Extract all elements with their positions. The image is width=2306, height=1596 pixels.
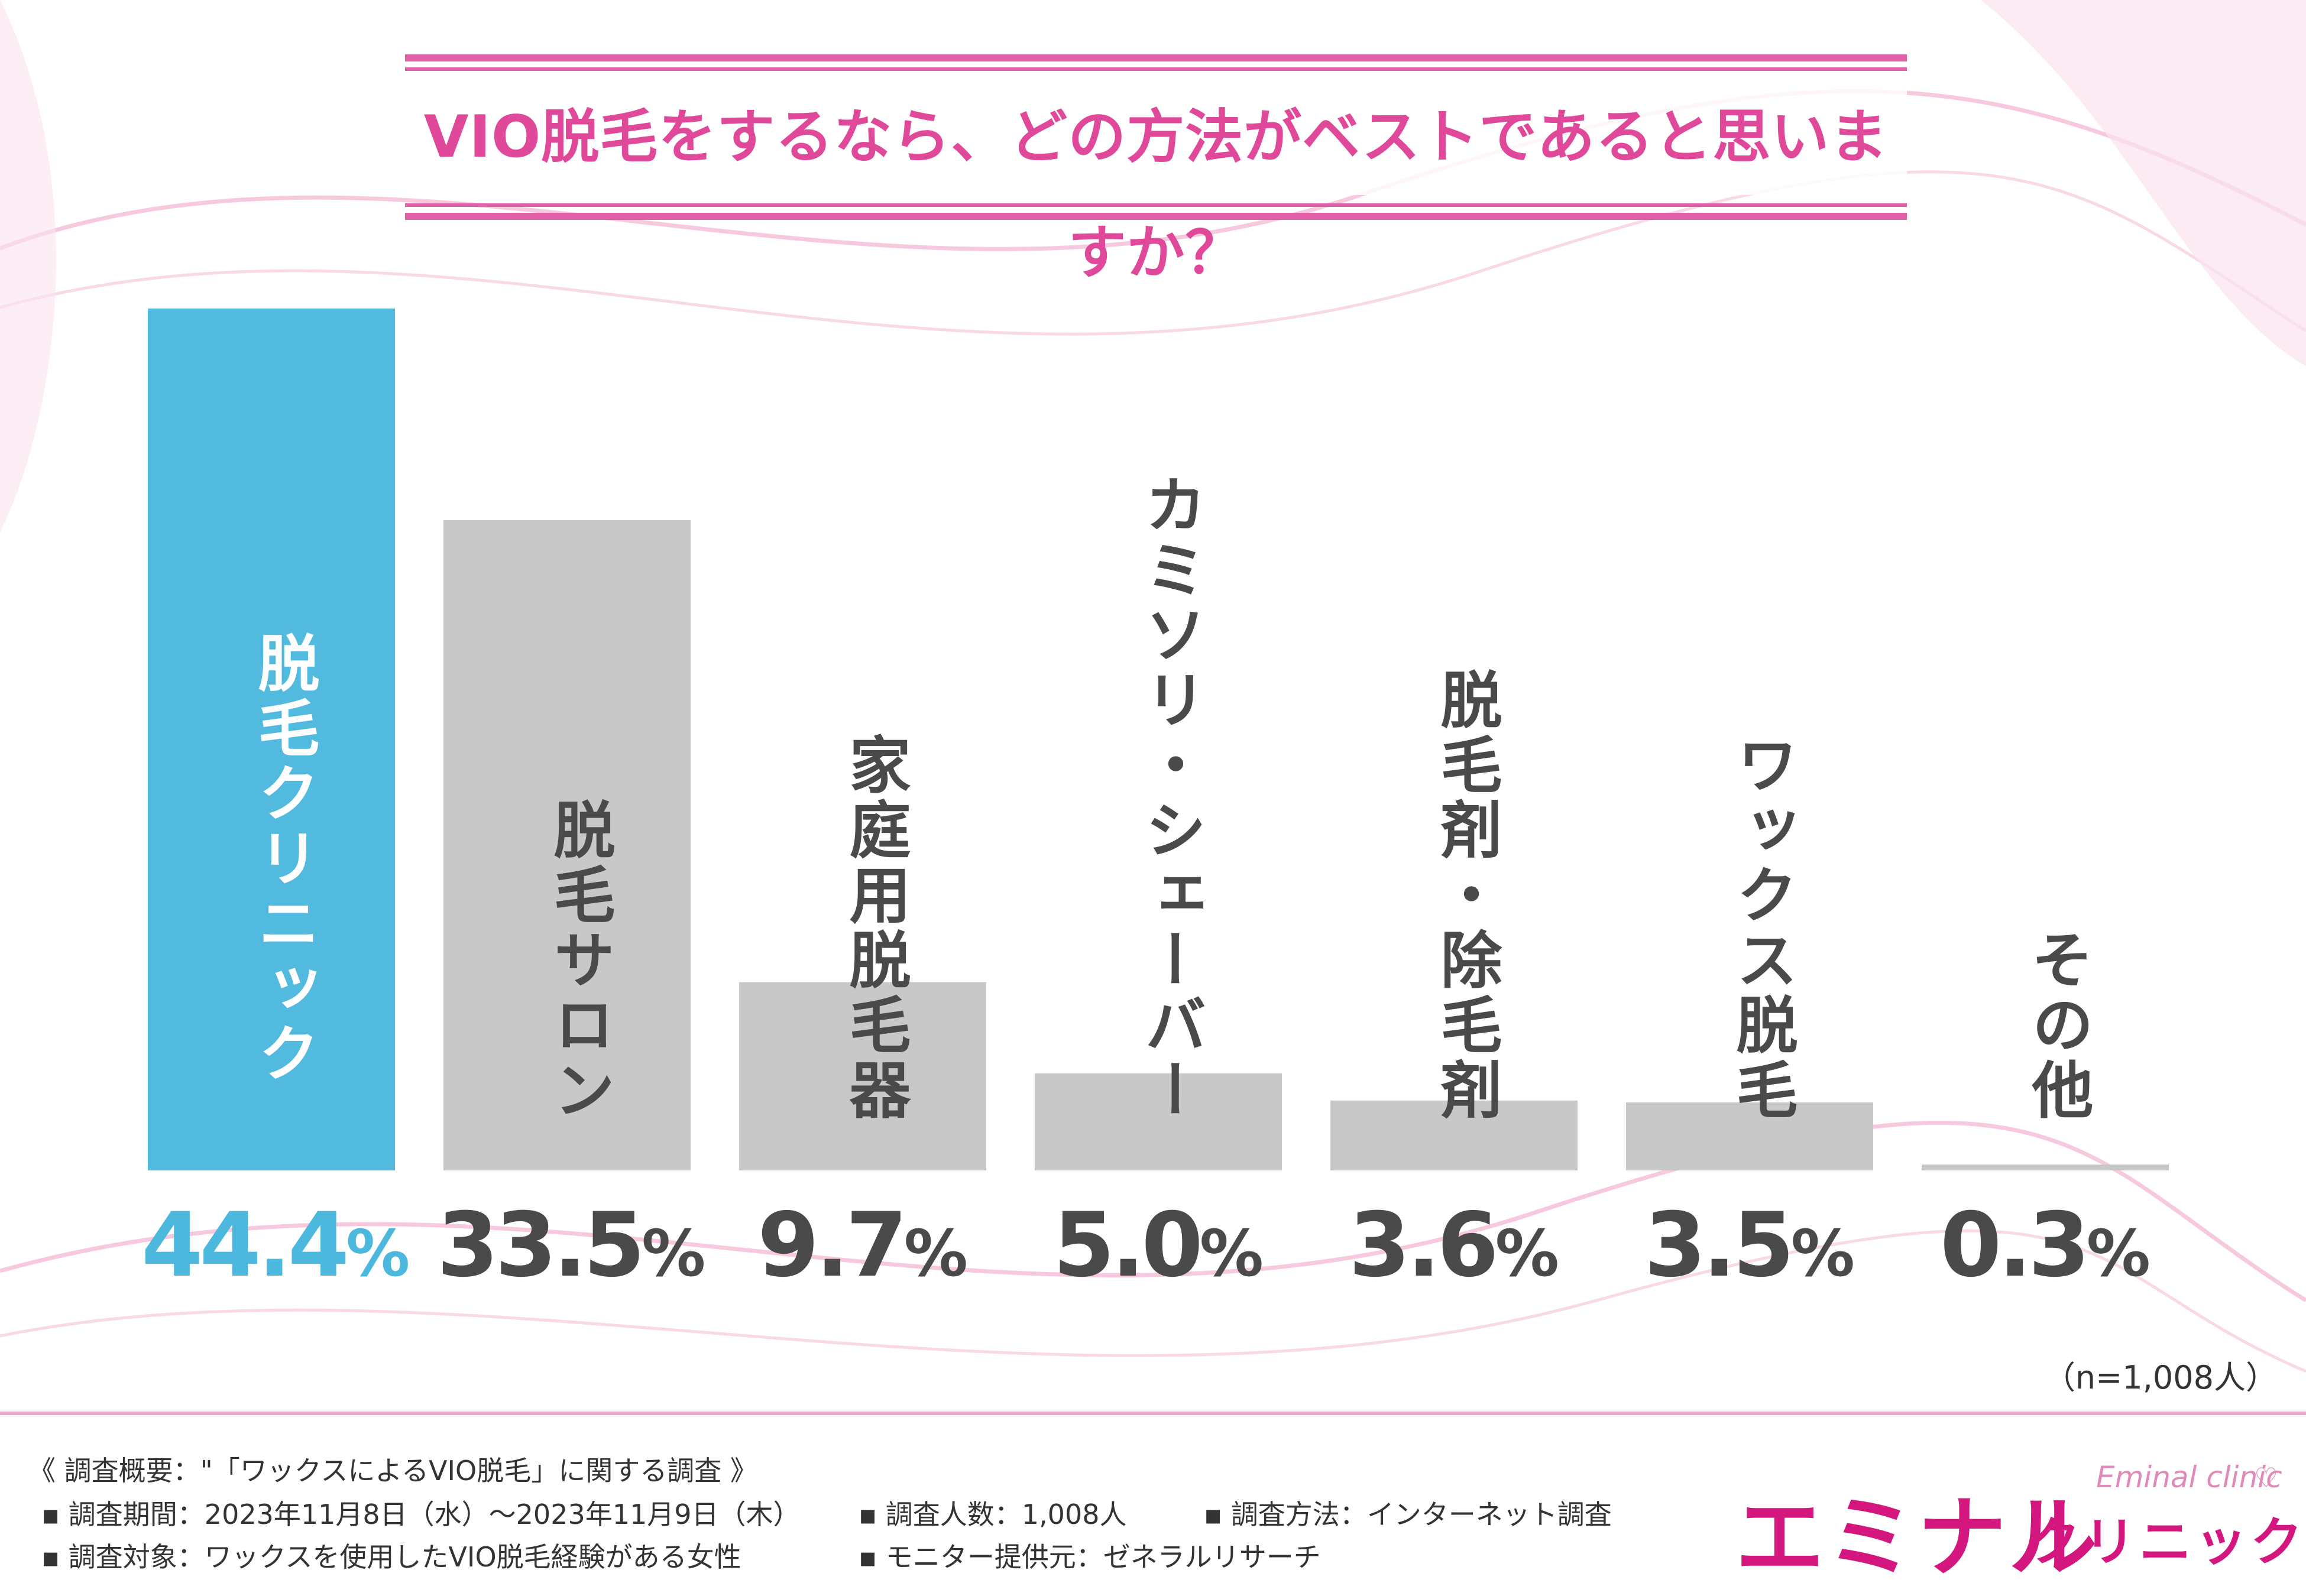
bar-2 [739, 982, 986, 1170]
value-label-5: 3.5% [1620, 1194, 1880, 1297]
heart-icon: ♡ [2254, 1462, 2279, 1494]
category-label-5: ワックス脱毛 [1725, 733, 1797, 1123]
value-unit-2: % [903, 1217, 968, 1291]
category-label-1: 脱毛サロン [543, 798, 615, 1123]
value-unit-3: % [1199, 1217, 1264, 1291]
bar-0 [148, 309, 395, 1170]
title-band: VIO脱毛をするなら、どの方法がベストであると思いますか？ [405, 54, 1907, 287]
category-label-3: カミソリ・シェーバー [1134, 473, 1206, 1123]
value-number-4: 3.6 [1349, 1194, 1499, 1297]
category-label-0: 脱毛クリニック [247, 631, 319, 1086]
value-unit-6: % [2086, 1217, 2150, 1291]
value-label-6: 0.3% [1915, 1194, 2175, 1297]
bar-5 [1626, 1102, 1873, 1170]
logo-main: エミナル [1735, 1487, 2100, 1589]
value-label-2: 9.7% [733, 1194, 993, 1297]
value-label-0: 44.4% [141, 1194, 410, 1297]
survey-target: ▪ 調査対象：ワックスを使用したVIO脱毛経験がある女性 [41, 1541, 741, 1573]
survey-count: ▪ 調査人数：1,008人 [859, 1498, 1127, 1530]
logo-english: Eminal clinic [2096, 1460, 2282, 1494]
survey-provider: ▪ モニター提供元：ゼネラルリサーチ [859, 1541, 1321, 1573]
value-number-1: 33.5 [437, 1194, 645, 1297]
bar-1 [443, 520, 691, 1171]
chart-title: VIO脱毛をするなら、どの方法がベストであると思いますか？ [423, 103, 1889, 287]
value-label-4: 3.6% [1324, 1194, 1584, 1297]
value-unit-0: % [346, 1217, 410, 1291]
category-label-4: 脱毛剤・除毛剤 [1430, 668, 1502, 1123]
value-number-6: 0.3 [1940, 1194, 2090, 1297]
value-number-3: 5.0 [1053, 1194, 1203, 1297]
value-unit-4: % [1495, 1217, 1559, 1291]
survey-method: ▪ 調査方法：インターネット調査 [1204, 1498, 1612, 1530]
value-label-1: 33.5% [437, 1194, 705, 1297]
footer [0, 1412, 2306, 1596]
value-number-2: 9.7 [757, 1194, 908, 1297]
survey-period: ▪ 調査期間：2023年11月8日（水）～2023年11月9日（木） [41, 1498, 801, 1530]
value-number-0: 44.4 [141, 1194, 349, 1297]
category-label-6: その他 [2021, 928, 2093, 1123]
sample-size: （n=1,008人） [2043, 1359, 2278, 1396]
value-unit-5: % [1790, 1217, 1855, 1291]
category-label-2: 家庭用脱毛器 [838, 733, 911, 1123]
logo-sub: クリニック [2028, 1511, 2306, 1572]
survey-summary: 《 調査概要："「ワックスによるVIO脱毛」に関する調査 》 [28, 1455, 757, 1487]
value-unit-1: % [642, 1217, 706, 1291]
bar-4 [1330, 1100, 1578, 1170]
value-number-5: 3.5 [1644, 1194, 1795, 1297]
bar-6 [1922, 1164, 2169, 1170]
bar-3 [1035, 1073, 1282, 1170]
value-label-3: 5.0% [1028, 1194, 1288, 1297]
